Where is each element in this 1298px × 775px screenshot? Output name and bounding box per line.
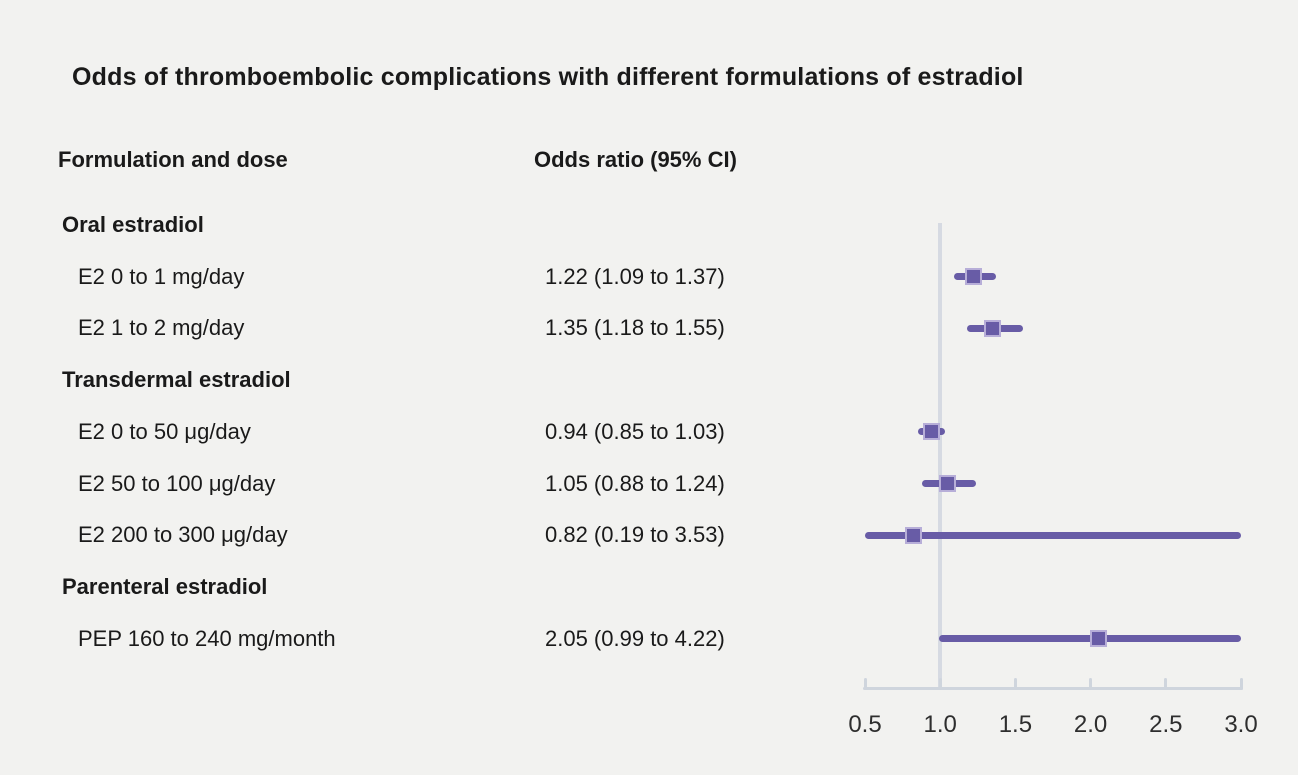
or-marker <box>964 268 982 286</box>
or-marker <box>1089 630 1107 648</box>
row-label: E2 0 to 50 μg/day <box>78 418 251 444</box>
axis-tick <box>938 678 942 690</box>
row-value: 1.05 (0.88 to 1.24) <box>545 470 725 496</box>
axis-tick <box>1089 678 1093 690</box>
group-label: Parenteral estradiol <box>62 573 268 599</box>
axis-tick <box>863 678 867 690</box>
reference-line <box>938 223 943 687</box>
row-label: E2 0 to 1 mg/day <box>78 263 245 289</box>
axis-tick-label: 0.5 <box>848 711 882 738</box>
column-header-formulation: Formulation and dose <box>58 147 288 172</box>
x-axis-line <box>863 687 1243 690</box>
ci-line <box>865 531 1241 539</box>
row-value: 1.35 (1.18 to 1.55) <box>545 315 725 341</box>
axis-tick <box>1013 678 1017 690</box>
or-marker <box>922 423 940 441</box>
axis-tick-label: 1.5 <box>998 711 1033 738</box>
row-label: E2 1 to 2 mg/day <box>78 315 245 341</box>
or-marker <box>984 319 1002 337</box>
axis-tick-label: 3.0 <box>1224 711 1258 738</box>
row-value: 1.22 (1.09 to 1.37) <box>545 263 725 289</box>
row-value: 0.82 (0.19 to 3.53) <box>545 522 725 548</box>
group-label: Oral estradiol <box>62 212 204 237</box>
axis-tick <box>1239 678 1243 690</box>
or-marker <box>904 526 922 544</box>
figure-title: Odds of thromboembolic complications wit… <box>72 63 1024 91</box>
or-marker <box>939 475 957 492</box>
row-value: 2.05 (0.99 to 4.22) <box>545 625 725 651</box>
column-header-odds-ratio: Odds ratio (95% CI) <box>534 147 737 172</box>
axis-tick-label: 1.0 <box>923 711 957 738</box>
group-label: Transdermal estradiol <box>62 367 291 393</box>
axis-tick-label: 2.0 <box>1073 711 1108 738</box>
axis-tick <box>1164 678 1168 690</box>
row-value: 0.94 (0.85 to 1.03) <box>545 418 725 444</box>
row-label: E2 50 to 100 μg/day <box>78 470 276 496</box>
row-label: PEP 160 to 240 mg/month <box>78 625 336 651</box>
row-label: E2 200 to 300 μg/day <box>78 522 288 548</box>
axis-tick-label: 2.5 <box>1149 711 1183 738</box>
